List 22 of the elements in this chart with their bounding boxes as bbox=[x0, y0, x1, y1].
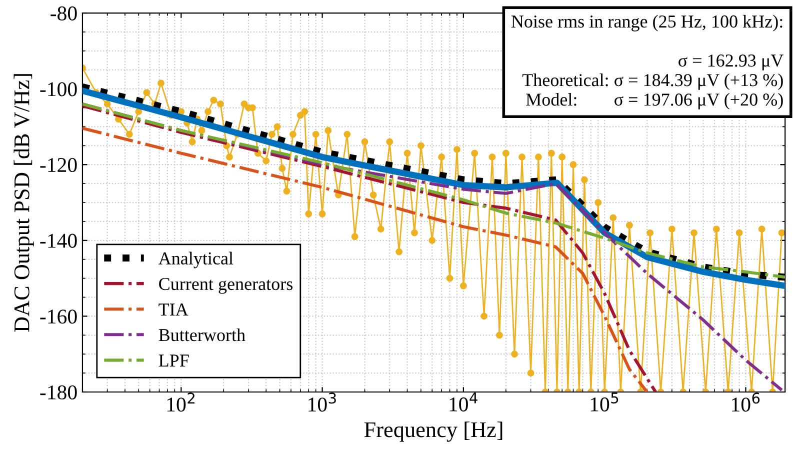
annotation: Model: σ = 197.06 μV (+20 %) bbox=[526, 93, 783, 110]
legend-label: LPF bbox=[158, 354, 189, 366]
y-tick-label: -100 bbox=[40, 82, 77, 96]
y-tick-label: -180 bbox=[40, 385, 77, 400]
x-tick-label: 10$^{2}$ bbox=[167, 392, 194, 412]
y-tick-label: -120 bbox=[40, 158, 77, 172]
y-tick-label: -160 bbox=[40, 310, 77, 324]
x-axis-title: Frequency [Hz] bbox=[364, 422, 502, 442]
y-tick-label: -80 bbox=[50, 6, 77, 20]
annotation: σ = 162.93 μV bbox=[678, 54, 784, 70]
x-tick-label: 10$^{5}$ bbox=[590, 392, 618, 412]
legend-label: Current generators bbox=[159, 278, 293, 294]
x-tick-label: 10$^{4}$ bbox=[450, 392, 478, 412]
legend-label: Analytical bbox=[158, 252, 234, 268]
y-axis-title: DAC Output PSD [dB V/Hz] bbox=[14, 74, 34, 332]
y-tick-label: -140 bbox=[40, 234, 77, 248]
legend-label: TIA bbox=[158, 304, 188, 316]
annotation: Noise rms in range (25 Hz, 100 kHz): bbox=[511, 14, 782, 32]
legend-label: Butterworth bbox=[158, 328, 246, 342]
x-tick-label: 10$^{3}$ bbox=[308, 392, 336, 412]
x-tick-label: 10$^{6}$ bbox=[732, 392, 760, 412]
annotation: Theoretical: σ = 184.39 μV (+13 %) bbox=[522, 74, 783, 90]
